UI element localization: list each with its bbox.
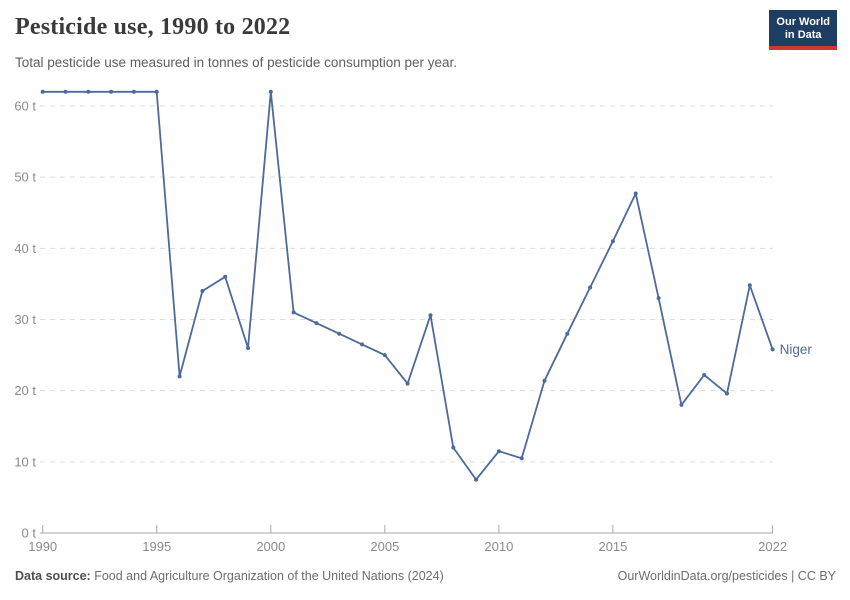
page-title: Pesticide use, 1990 to 2022: [15, 14, 291, 40]
data-point-marker: [314, 321, 319, 326]
license-text: | CC BY: [787, 569, 836, 583]
data-point-marker: [656, 296, 661, 301]
data-point-marker: [747, 283, 752, 288]
data-point-marker: [291, 310, 296, 315]
y-tick-label: 60 t: [14, 99, 36, 114]
data-point-marker: [360, 342, 364, 347]
data-point-marker: [633, 191, 638, 196]
data-point-marker: [679, 402, 684, 407]
chart-footer: Data source: Food and Agriculture Organi…: [15, 569, 836, 583]
data-point-marker: [200, 289, 205, 293]
data-point-marker: [223, 274, 228, 279]
data-point-marker: [154, 89, 159, 94]
data-point-marker: [451, 445, 456, 450]
data-point-marker: [519, 456, 524, 461]
x-tick-label: 2010: [484, 539, 513, 554]
logo-line-2: in Data: [784, 29, 822, 41]
data-point-marker: [770, 347, 775, 352]
y-tick-label: 10 t: [14, 454, 36, 469]
y-tick-label: 0 t: [22, 526, 37, 541]
attribution-note: OurWorldinData.org/pesticides | CC BY: [618, 569, 836, 583]
data-point-marker: [588, 285, 593, 290]
data-point-marker: [542, 378, 547, 383]
data-line-niger: [41, 90, 774, 481]
data-point-marker: [40, 89, 45, 94]
x-tick-label: 2000: [256, 539, 285, 554]
data-source-text: Food and Agriculture Organization of the…: [94, 569, 444, 583]
data-point-marker: [565, 331, 570, 336]
x-tick-label: 2005: [370, 539, 399, 554]
x-tick-label: 1990: [28, 539, 57, 554]
data-point-marker: [702, 373, 707, 377]
page-subtitle: Total pesticide use measured in tonnes o…: [15, 55, 458, 70]
data-source-note: Data source: Food and Agriculture Organi…: [15, 569, 444, 583]
y-tick-label: 40 t: [14, 241, 36, 256]
y-tick-label: 20 t: [14, 383, 36, 398]
data-point-marker: [63, 89, 68, 94]
y-tick-label: 50 t: [14, 170, 36, 185]
y-tick-label: 30 t: [14, 312, 36, 327]
data-point-marker: [474, 477, 479, 482]
data-point-marker: [86, 89, 91, 94]
x-tick-label: 2022: [758, 539, 787, 554]
data-point-marker: [405, 381, 410, 386]
data-point-marker: [337, 331, 342, 336]
data-point-marker: [246, 346, 250, 350]
data-point-marker: [496, 449, 501, 454]
data-point-marker: [610, 239, 615, 244]
data-point-marker: [382, 353, 387, 358]
owid-url-link[interactable]: OurWorldinData.org/pesticides: [617, 569, 788, 583]
data-point-marker: [428, 313, 433, 318]
data-point-marker: [131, 89, 136, 94]
x-tick-label: 2015: [598, 539, 627, 554]
series-label-niger: Niger: [780, 342, 813, 357]
data-point-marker: [177, 374, 182, 379]
logo-line-1: Our World: [776, 16, 830, 28]
owid-logo[interactable]: Our World in Data: [769, 10, 837, 50]
x-tick-label: 1995: [142, 539, 171, 554]
data-source-label: Data source:: [15, 569, 91, 583]
data-point-marker: [725, 391, 729, 396]
data-point-marker: [109, 89, 114, 94]
data-point-marker: [268, 89, 273, 94]
